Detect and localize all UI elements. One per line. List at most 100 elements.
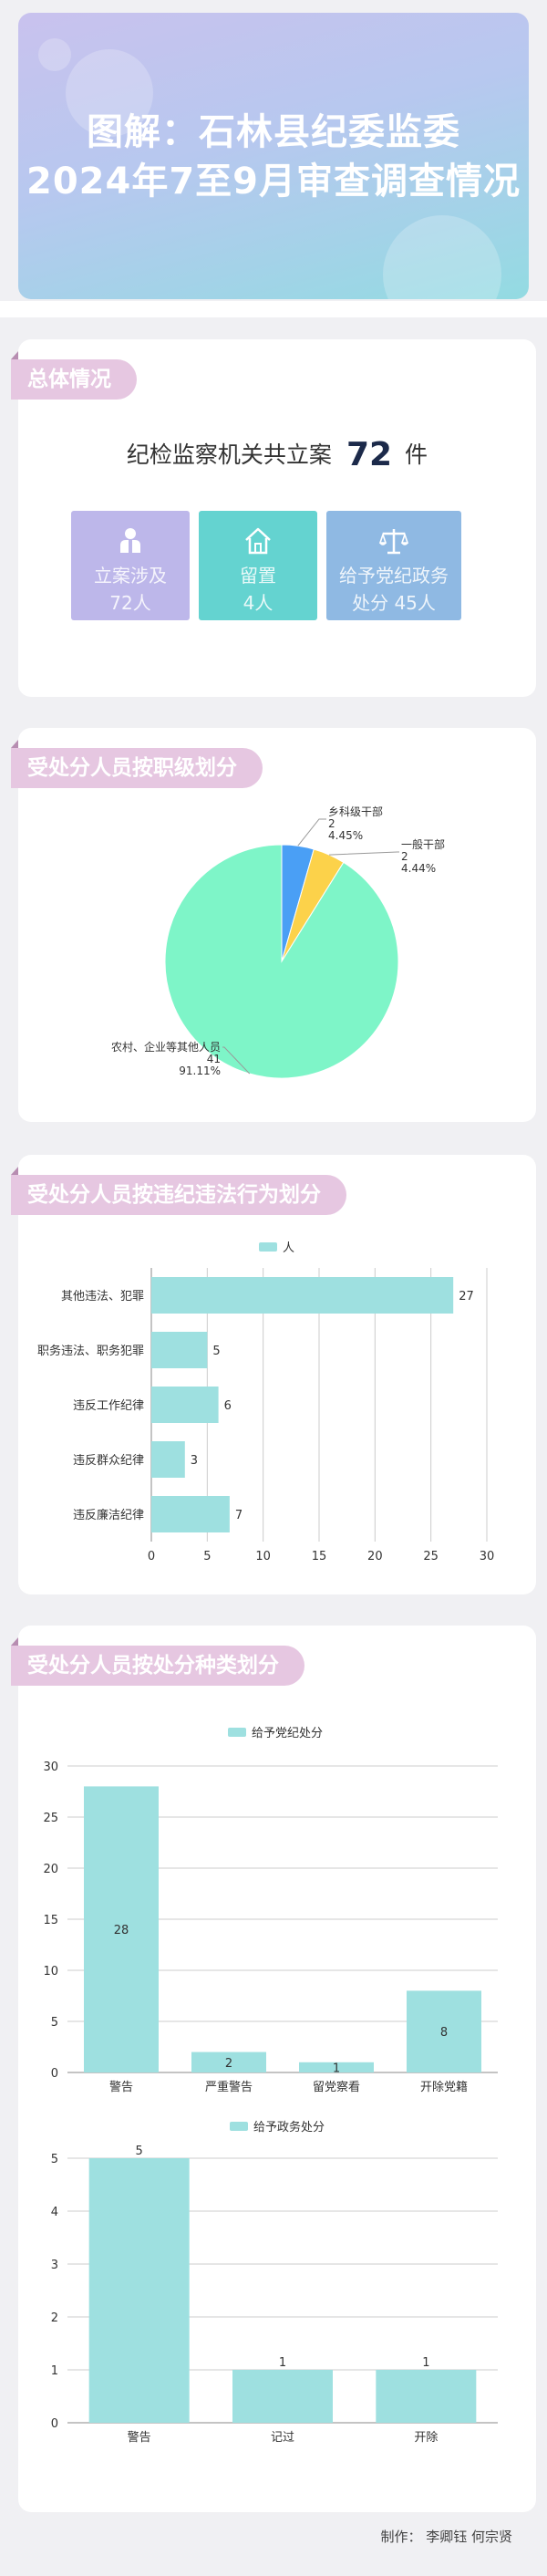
- legend-swatch: [259, 1242, 277, 1252]
- pie-data-label: 4.45%: [328, 829, 363, 842]
- bar: [376, 2370, 477, 2423]
- y-tick-label: 2: [51, 2311, 58, 2325]
- stat-label: 留置: [240, 565, 276, 587]
- person-icon: [120, 528, 140, 553]
- y-tick-label: 30: [43, 1761, 58, 1774]
- y-tick-label: 4: [51, 2206, 58, 2219]
- party-punish-bar-chart: 给予党纪处分 0 5 10 15 20 25 30 28 警告 2 严重警告 1 留党察看 8 开除党籍: [43, 1727, 498, 2094]
- y-tick-label: 违反工作纪律: [73, 1399, 144, 1413]
- stat-value: 4人: [243, 592, 274, 614]
- bar-value-label: 1: [279, 2356, 286, 2370]
- bar: [407, 1990, 481, 2072]
- y-tick-label: 0: [51, 2417, 58, 2431]
- overview-card: 总体情况 纪检监察机关共立案 72 件 立案涉及 72人 留置 4人 给予党纪政务 …: [11, 339, 536, 697]
- rank-card: 受处分人员按职级划分 乡科级干部 2 4.45% 一般干部 2 4.44% 农村、企业等其他…: [11, 728, 536, 1122]
- bar: [232, 2370, 333, 2423]
- bar-value-label: 7: [235, 1509, 243, 1522]
- legend-label: 给予党纪处分: [252, 1727, 323, 1740]
- scales-icon: [378, 529, 409, 555]
- pie-data-label: 乡科级干部: [328, 805, 383, 818]
- x-tick-label: 严重警告: [205, 2080, 253, 2094]
- decor-bubble: [66, 49, 153, 137]
- y-tick-label: 0: [51, 2067, 58, 2081]
- bar: [151, 1441, 185, 1478]
- pie-leader-line: [222, 1046, 251, 1075]
- bar: [151, 1496, 230, 1532]
- x-tick-label: 30: [480, 1550, 495, 1563]
- section-title-rank: 受处分人员按职级划分: [11, 740, 263, 788]
- pie-leader-line: [329, 851, 399, 856]
- bar-value-label: 28: [114, 1924, 129, 1937]
- y-tick-label: 1: [51, 2364, 58, 2378]
- x-tick-label: 15: [312, 1550, 327, 1563]
- legend-label: 给予政务处分: [253, 2120, 325, 2135]
- y-tick-label: 25: [43, 1812, 58, 1825]
- total-unit: 件: [405, 441, 428, 468]
- x-tick-label: 20: [367, 1550, 383, 1563]
- page-title: 图解：石林县纪委监委 2024年7至9月审查调查情况: [18, 108, 529, 206]
- home-icon: [245, 527, 271, 555]
- violation-bar-chart: 人 0 5 10 15 20 25 30 其他违法、犯罪 27 职务违法、职务犯罪 5 违反工作纪律 6 违…: [37, 1241, 495, 1563]
- bar-value-label: 5: [136, 2145, 143, 2158]
- y-tick-label: 10: [43, 1965, 58, 1979]
- decor-bubble: [38, 38, 71, 71]
- bar-value-label: 2: [225, 2057, 232, 2071]
- x-tick-label: 25: [423, 1550, 439, 1563]
- bar: [88, 2158, 190, 2423]
- bar-value-label: 5: [212, 1345, 220, 1358]
- y-tick-label: 3: [51, 2259, 58, 2272]
- stat-card-detention: 留置 4人: [199, 511, 317, 620]
- total-value: 72: [346, 436, 393, 473]
- section-title-punish: 受处分人员按处分种类划分: [11, 1637, 304, 1686]
- bar-value-label: 1: [422, 2356, 429, 2370]
- stat-card-cases: 立案涉及 72人: [71, 511, 190, 620]
- bar: [151, 1277, 454, 1314]
- bar: [151, 1387, 219, 1423]
- x-tick-label: 记过: [271, 2431, 294, 2445]
- legend-swatch: [230, 2122, 248, 2131]
- pie-data-label: 农村、企业等其他人员: [111, 1040, 221, 1054]
- x-tick-label: 开除: [414, 2431, 438, 2445]
- title-line-2: 2024年7至9月审查调查情况: [26, 161, 521, 203]
- bar-value-label: 27: [459, 1290, 474, 1304]
- x-tick-label: 留党察看: [313, 2080, 360, 2094]
- pie-data-label: 一般干部: [401, 837, 445, 851]
- x-tick-label: 警告: [109, 2080, 133, 2094]
- header-banner: 图解：石林县纪委监委 2024年7至9月审查调查情况: [18, 13, 529, 299]
- y-tick-label: 职务违法、职务犯罪: [37, 1344, 144, 1358]
- legend-swatch: [228, 1728, 246, 1737]
- stat-value: 72人: [109, 592, 151, 614]
- y-tick-label: 其他违法、犯罪: [61, 1290, 144, 1304]
- violation-card: 受处分人员按违纪违法行为划分 人 0 5 10 15 20 25 30 其他违法、犯罪 27 职务违…: [11, 1155, 536, 1594]
- section-title-violation: 受处分人员按违纪违法行为划分: [11, 1167, 346, 1215]
- total-cases: 纪检监察机关共立案 72 件: [18, 436, 536, 473]
- bar-value-label: 3: [191, 1454, 198, 1468]
- header-divider: [0, 301, 547, 317]
- pie-data-label: 4.44%: [401, 862, 436, 875]
- y-tick-label: 5: [51, 2016, 58, 2030]
- legend-label: 人: [283, 1241, 294, 1255]
- bar-value-label: 6: [224, 1399, 232, 1413]
- x-tick-label: 开除党籍: [420, 2080, 468, 2094]
- stat-card-punished: 给予党纪政务 处分 45人: [326, 511, 461, 620]
- x-tick-label: 0: [148, 1550, 155, 1563]
- gov-punish-bar-chart: 给予政务处分 0 1 2 3 4 5 5 警告 1 记过 1 开除: [51, 2120, 498, 2445]
- section-title-overview: 总体情况: [11, 351, 137, 400]
- credit-line: 制作： 李卿钰 何宗贤: [380, 2529, 512, 2545]
- punish-card: 受处分人员按处分种类划分 给予党纪处分 0 5 10 15 20 25 30 28 警告 2 严重警告…: [11, 1626, 536, 2512]
- x-tick-label: 5: [203, 1550, 211, 1563]
- bar-value-label: 1: [333, 2062, 340, 2075]
- pie-data-label: 2: [401, 850, 408, 863]
- y-tick-label: 违反群众纪律: [73, 1454, 144, 1468]
- total-text: 纪检监察机关共立案: [126, 441, 332, 468]
- pie-data-label: 2: [328, 817, 335, 830]
- y-tick-label: 15: [43, 1914, 58, 1927]
- pie-leader-line: [297, 818, 326, 847]
- x-tick-label: 10: [255, 1550, 271, 1563]
- stat-label: 立案涉及: [94, 565, 167, 587]
- bar: [84, 1786, 159, 2072]
- pie-data-label: 41: [207, 1053, 221, 1065]
- stat-label: 给予党纪政务: [339, 565, 449, 587]
- decor-bubble: [383, 215, 501, 299]
